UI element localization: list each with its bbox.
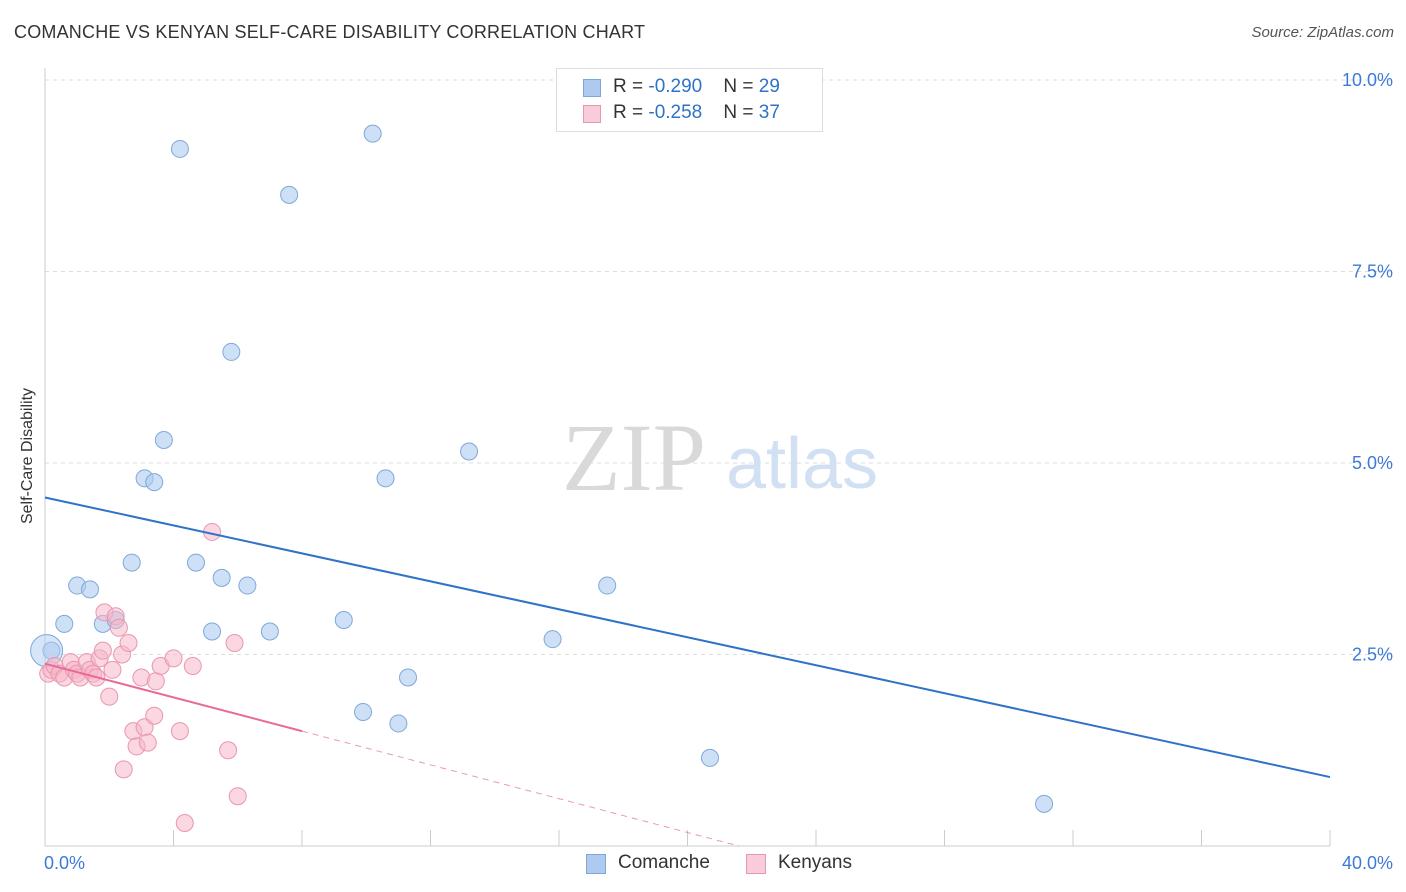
legend-r-value: -0.258 — [648, 102, 703, 123]
comanche-legend-label: Comanche — [618, 852, 710, 873]
kenyans-swatch — [583, 105, 601, 123]
comanche-point — [260, 622, 279, 641]
kenyan-point — [183, 656, 202, 675]
comanche-point — [460, 442, 479, 461]
kenyan-point — [146, 672, 165, 691]
comanche-point — [280, 185, 299, 204]
comanche-point — [376, 469, 395, 488]
comanche-point — [80, 580, 99, 599]
x-tick-label: 0.0% — [44, 853, 85, 873]
comanche-point — [55, 614, 74, 633]
axis-layer — [44, 68, 1331, 847]
comanche-point — [238, 576, 257, 595]
kenyan-point — [109, 618, 128, 637]
comanche-point — [389, 714, 408, 733]
kenyan-point — [100, 687, 119, 706]
comanche-point — [598, 576, 617, 595]
comanche-point — [1035, 794, 1054, 813]
y-tick-label: 2.5% — [1352, 645, 1393, 665]
comanche-legend-swatch — [586, 854, 606, 874]
kenyan-trend-extension — [301, 730, 740, 847]
trend-layer — [44, 496, 1331, 847]
comanche-point — [154, 431, 173, 450]
y-tick-label: 5.0% — [1352, 453, 1393, 473]
comanche-point — [170, 139, 189, 158]
series-layer — [30, 124, 1054, 833]
kenyan-point — [228, 787, 247, 806]
comanche-point — [334, 611, 353, 630]
kenyan-point — [119, 634, 138, 653]
comanche-point — [186, 553, 205, 572]
comanche-point — [399, 668, 418, 687]
kenyans-legend-swatch — [746, 854, 766, 874]
source-label: Source: ZipAtlas.com — [1251, 24, 1394, 41]
legend-n-label: N = — [723, 76, 759, 97]
legend-n-label: N = — [723, 102, 759, 123]
comanche-trend-line — [44, 496, 1331, 779]
kenyans-legend-label: Kenyans — [778, 852, 852, 873]
comanche-point — [203, 622, 222, 641]
legend-r-label: R = — [613, 76, 649, 97]
kenyan-point — [138, 733, 157, 752]
kenyan-trend-line — [44, 662, 303, 733]
kenyan-point — [225, 634, 244, 653]
legend-r-label: R = — [613, 102, 649, 123]
comanche-point — [212, 568, 231, 587]
comanche-point — [543, 630, 562, 649]
x-tick-label: 40.0% — [1342, 853, 1393, 873]
y-tick-label: 10.0% — [1342, 70, 1393, 90]
comanche-point — [222, 342, 241, 361]
comanche-point — [700, 748, 719, 767]
grid-layer — [45, 79, 1392, 655]
comanche-swatch — [583, 79, 601, 97]
watermark: ZIP atlas — [562, 404, 878, 511]
chart-title: COMANCHE VS KENYAN SELF-CARE DISABILITY … — [14, 22, 646, 42]
kenyan-point — [145, 706, 164, 725]
kenyan-point — [103, 660, 122, 679]
kenyan-point — [170, 722, 189, 741]
legend-n-value: 29 — [758, 76, 780, 97]
kenyan-point — [114, 760, 133, 779]
comanche-point — [354, 702, 373, 721]
comanche-point — [145, 473, 164, 492]
kenyan-point — [219, 741, 238, 760]
legend-n-value: 37 — [758, 102, 780, 123]
kenyan-point — [164, 649, 183, 668]
watermark-zip: ZIP — [562, 404, 706, 511]
comanche-point — [363, 124, 382, 143]
legend-r-value: -0.290 — [648, 76, 703, 97]
comanche-point — [122, 553, 141, 572]
kenyan-point — [175, 814, 194, 833]
tick-label-layer: 2.5% 5.0% 7.5% 10.0% 0.0% 40.0% — [44, 70, 1393, 873]
kenyan-point — [93, 641, 112, 660]
watermark-atlas: atlas — [726, 424, 878, 504]
y-tick-label: 7.5% — [1352, 262, 1393, 282]
correlation-legend: R = -0.290 N = 29 R = -0.258 N = 37 — [556, 68, 823, 132]
